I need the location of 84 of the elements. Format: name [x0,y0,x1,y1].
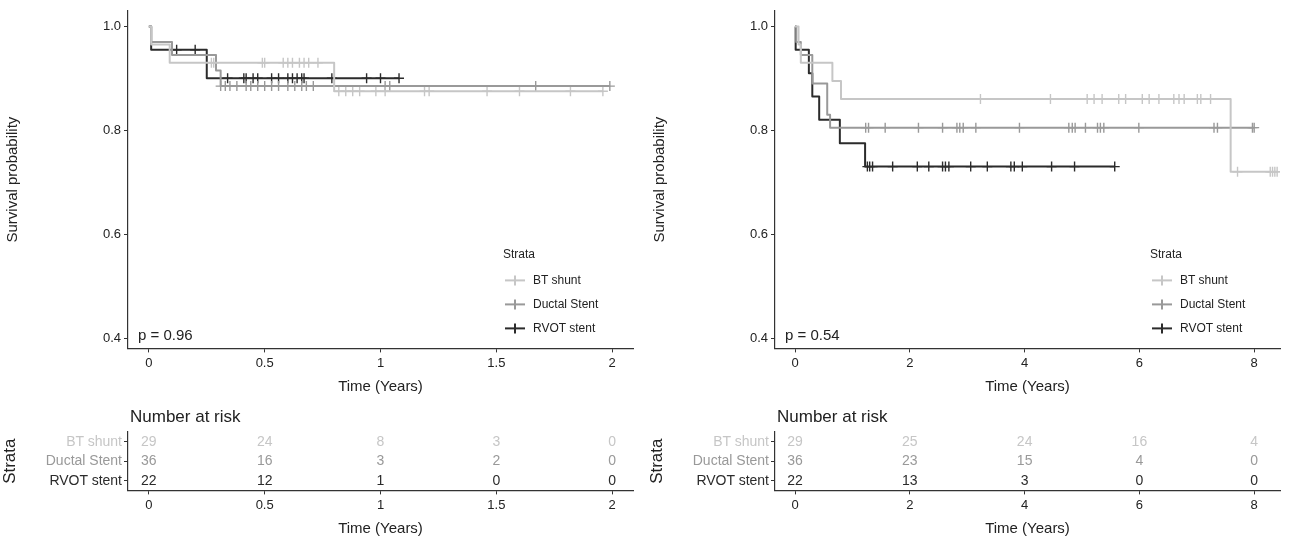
y-tick-label: 0.8 [102,121,121,137]
annotation: p = 0.96 [138,326,193,344]
legend-label: Ductal Stent [1180,297,1247,312]
y-tick-label: BT shunt [713,432,770,449]
x-tick-label: 0.5 [255,496,274,512]
y-tick-label: 0.8 [749,121,768,137]
data-label: 0 [608,452,617,469]
data-label: 29 [141,432,157,449]
y-tick-label: 0.4 [749,329,768,345]
data-label: 22 [787,471,804,488]
x-axis-title: Time (Years) [985,377,1070,395]
data-label: 12 [256,471,273,488]
legend-label: BT shunt [1180,273,1229,288]
y-axis-title: Survival probability [3,116,21,243]
y-tick-label: Ductal Stent [45,452,123,469]
x-tick-label: 4 [1021,496,1029,512]
x-tick-label: 0 [791,354,799,370]
x-tick-label: 1.5 [487,496,506,512]
x-tick-label: 0 [791,496,799,512]
x-axis-title: Time (Years) [338,519,423,537]
data-label: 36 [787,452,804,469]
data-label: 24 [1016,432,1033,449]
data-label: 0 [608,471,617,488]
y-axis-title: Strata [646,437,666,484]
data-label: 24 [256,432,273,449]
data-label: 0 [1250,471,1259,488]
data-label: 0 [492,471,501,488]
data-label: 23 [902,452,918,469]
data-label: 22 [141,471,157,488]
data-label: 16 [256,452,273,469]
data-label: 0 [1250,452,1259,469]
y-tick-label: 0.6 [749,225,768,241]
y-tick-label: BT shunt [66,432,123,449]
annotation: p = 0.54 [785,326,840,344]
x-axis-title: Time (Years) [985,519,1070,537]
legend-label: Ductal Stent [533,297,600,312]
y-axis-title: Strata [0,437,19,484]
x-tick-label: 2 [608,354,616,370]
data-label: 3 [492,432,501,449]
data-label: 3 [376,452,385,469]
y-tick-label: Ductal Stent [692,452,770,469]
data-label: 13 [902,471,918,488]
x-tick-label: 0.5 [255,354,274,370]
legend-title: Strata [503,247,536,262]
y-tick-label: 1.0 [749,17,768,33]
x-tick-label: 2 [608,496,616,512]
data-label: 29 [787,432,804,449]
legend-label: RVOT stent [533,321,596,336]
x-tick-label: 0 [145,354,153,370]
x-tick-label: 1 [376,354,385,370]
data-label: 16 [1131,432,1148,449]
x-tick-label: 2 [906,496,914,512]
legend-title: Strata [1150,247,1183,262]
x-tick-label: 8 [1250,496,1258,512]
data-label: 0 [1135,471,1144,488]
data-label: 4 [1250,432,1259,449]
x-axis-title: Time (Years) [338,377,423,395]
x-tick-label: 1 [376,496,385,512]
y-tick-label: RVOT stent [49,471,123,488]
data-label: 1 [376,471,385,488]
legend-label: RVOT stent [1180,321,1243,336]
y-tick-label: RVOT stent [696,471,770,488]
x-tick-label: 4 [1021,354,1029,370]
y-axis-title: Survival probability [650,116,668,243]
y-tick-label: 1.0 [102,17,121,33]
y-tick-label: 0.4 [102,329,121,345]
data-label: 25 [902,432,918,449]
data-label: 8 [376,432,385,449]
legend-label: BT shunt [533,273,582,288]
data-label: 3 [1020,471,1029,488]
x-tick-label: 8 [1250,354,1258,370]
data-label: 2 [492,452,501,469]
chart-title: Number at risk [777,407,889,426]
x-tick-label: 1.5 [487,354,506,370]
data-label: 4 [1135,452,1144,469]
x-tick-label: 0 [145,496,153,512]
data-label: 15 [1016,452,1033,469]
x-tick-label: 6 [1135,496,1144,512]
x-tick-label: 2 [906,354,914,370]
x-tick-label: 6 [1135,354,1144,370]
chart-title: Number at risk [130,407,242,426]
y-tick-label: 0.6 [102,225,121,241]
data-label: 36 [141,452,157,469]
data-label: 0 [608,432,617,449]
